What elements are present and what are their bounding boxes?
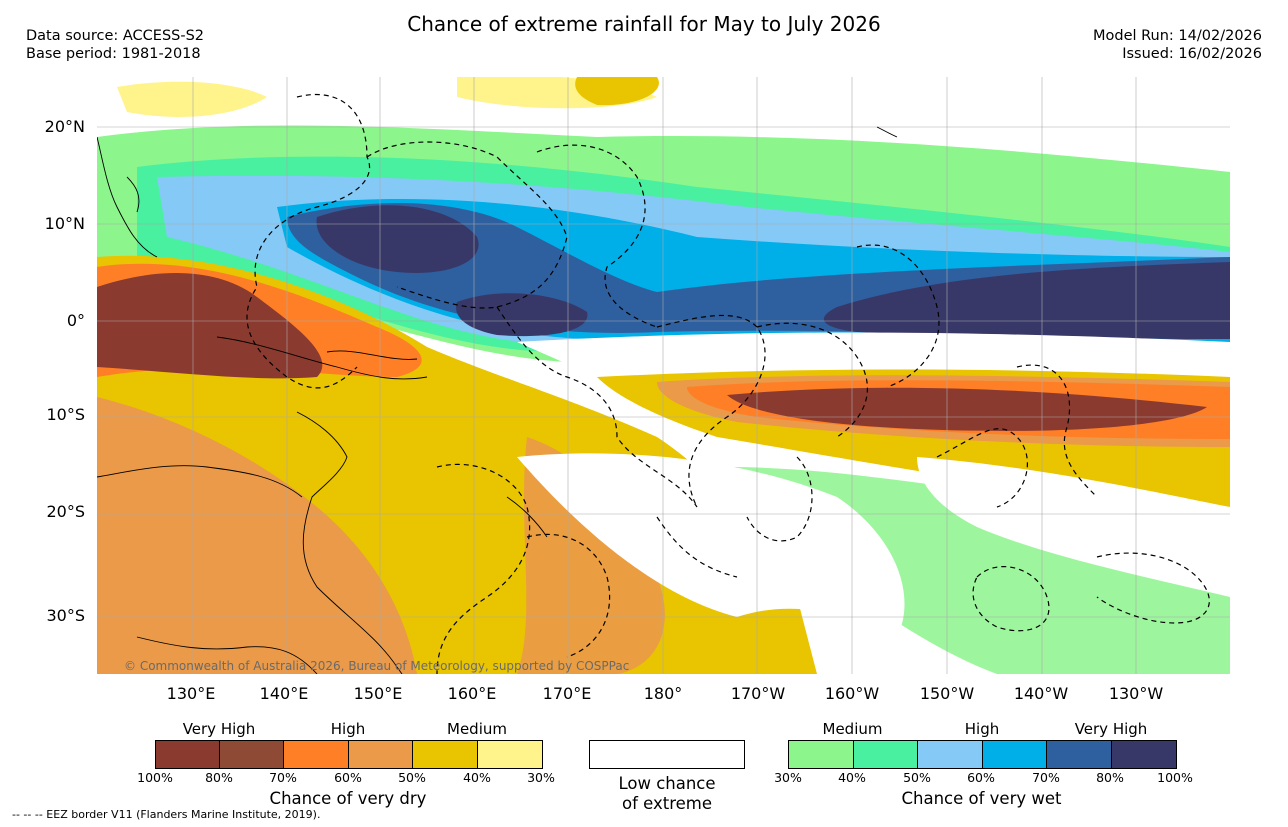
wet-level-medium: Medium (822, 720, 883, 738)
low-chance-swatch (589, 740, 745, 769)
low-chance-se (917, 457, 1230, 597)
lon-label-130w: 130°W (1108, 684, 1164, 703)
wet-veryhigh-80-central (456, 293, 588, 337)
low-chance-equatorial (517, 332, 1230, 377)
low-chance-nw-strip (617, 91, 1230, 137)
lat-label-20n: 20°N (44, 117, 85, 136)
dry-veryhigh-west (97, 273, 323, 379)
lon-label-160w: 160°W (824, 684, 880, 703)
low-chance-central-south (517, 453, 905, 637)
model-run: Model Run: 14/02/2026 (1092, 28, 1262, 44)
wet-swatch-40-50 (854, 741, 918, 768)
lon-label-130e: 130°E (166, 684, 216, 703)
lon-label-160e: 160°E (447, 684, 497, 703)
eez-border-note: -- -- -- EEZ border V11 (Flanders Marine… (12, 808, 321, 821)
lat-label-10s: 10°S (46, 405, 85, 424)
dry-colorbar (155, 740, 543, 769)
dry-veryhigh-band (727, 387, 1207, 431)
lon-label-180: 180° (643, 684, 683, 703)
lon-label-140e: 140°E (259, 684, 309, 703)
data-source: Data source: ACCESS-S2 (26, 28, 205, 44)
dry-high-60-west (97, 397, 417, 674)
low-chance-line2: of extreme (621, 794, 713, 813)
wet-tick-60: 60% (967, 770, 995, 785)
lon-label-150e: 150°E (353, 684, 403, 703)
dry-swatch-80-70 (220, 741, 284, 768)
lon-label-140w: 140°W (1013, 684, 1069, 703)
issued-date: Issued: 16/02/2026 (1122, 46, 1262, 62)
dry-level-high: High (330, 720, 366, 738)
wet-swatch-80-100 (1112, 741, 1176, 768)
wet-tick-80: 80% (1096, 770, 1124, 785)
eez-borders (246, 93, 1210, 674)
map-canvas (97, 77, 1230, 674)
rainfall-map (97, 77, 1230, 674)
lat-label-equator: 0° (66, 311, 85, 330)
dry-tick-30: 30% (527, 770, 555, 785)
dry-swatch-40-30 (478, 741, 542, 768)
wet-swatch-50-60 (918, 741, 983, 768)
run-info: Model Run: 14/02/2026 Issued: 16/02/2026 (1093, 27, 1262, 63)
wet-swatch-60-70 (983, 741, 1047, 768)
dry-tick-40: 40% (463, 770, 491, 785)
lon-label-170w: 170°W (730, 684, 786, 703)
wet-veryhigh-80-west (316, 205, 479, 273)
wet-tick-30: 30% (774, 770, 802, 785)
dry-level-medium: Medium (447, 720, 507, 738)
wet-swatch-70-80 (1047, 741, 1112, 768)
wet-swatch-30-40 (789, 741, 854, 768)
source-info: Data source: ACCESS-S2 Base period: 1981… (26, 27, 204, 63)
dry-medium-north-patches (575, 77, 659, 106)
wet-tick-40: 40% (838, 770, 866, 785)
wet-veryhigh-80-east (823, 262, 1230, 339)
lon-label-170e: 170°E (542, 684, 592, 703)
dry-tick-70: 70% (269, 770, 297, 785)
wet-tick-70: 70% (1032, 770, 1060, 785)
wet-level-high: High (964, 720, 1000, 738)
dry-tick-100: 100% (137, 770, 173, 785)
wet-caption: Chance of very wet (901, 789, 1062, 808)
lat-label-20s: 20°S (46, 502, 85, 521)
wet-tick-50: 50% (903, 770, 931, 785)
lon-label-150w: 150°W (919, 684, 975, 703)
low-chance-line1: Low chance (618, 774, 716, 793)
chart-title: Chance of extreme rainfall for May to Ju… (407, 12, 881, 36)
low-chance-caption: Low chance of extreme (589, 774, 745, 814)
graticule (97, 77, 1230, 674)
wet-colorbar (788, 740, 1177, 769)
dry-level-very-high: Very High (182, 720, 256, 738)
dry-light-north-patches (117, 77, 657, 117)
lat-label-10n: 10°N (44, 214, 85, 233)
dry-swatch-60-50 (349, 741, 413, 768)
wet-level-very-high: Very High (1074, 720, 1148, 738)
dry-tick-80: 80% (205, 770, 233, 785)
coastlines (97, 126, 898, 674)
dry-swatch-50-40 (413, 741, 478, 768)
wet-tick-100: 100% (1157, 770, 1193, 785)
dry-swatch-100-80 (156, 741, 220, 768)
dry-tick-60: 60% (334, 770, 362, 785)
lat-label-30s: 30°S (46, 606, 85, 625)
dry-tick-50: 50% (398, 770, 426, 785)
dry-swatch-70-60 (284, 741, 349, 768)
copyright-notice: © Commonwealth of Australia 2026, Bureau… (124, 659, 630, 673)
base-period: Base period: 1981-2018 (26, 46, 201, 62)
dry-caption: Chance of very dry (269, 789, 427, 808)
